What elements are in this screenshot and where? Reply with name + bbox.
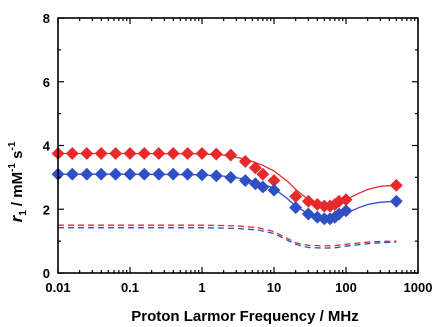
data-point xyxy=(238,154,252,168)
plot-layer xyxy=(51,146,403,249)
x-tick-label: 10 xyxy=(267,280,281,295)
data-point xyxy=(224,170,238,184)
data-point xyxy=(166,167,180,181)
y-axis-title: r1 / mM-1 s-1 xyxy=(7,141,29,222)
x-tick-label: 0.01 xyxy=(45,280,70,295)
x-tick-label: 100 xyxy=(335,280,357,295)
data-point xyxy=(152,167,166,181)
y-axis-exp2: -1 xyxy=(7,141,18,150)
data-point xyxy=(256,180,270,194)
data-point xyxy=(137,146,151,161)
data-point xyxy=(123,167,137,181)
axes-layer: 0.01 0.1 1 10 100 1000 0 2 4 6 8 xyxy=(43,11,433,295)
data-point xyxy=(267,183,281,197)
data-point xyxy=(301,207,315,221)
data-point xyxy=(109,146,123,161)
data-point xyxy=(209,147,223,161)
y-axis-unit-mid: s xyxy=(9,150,26,163)
data-point xyxy=(94,146,108,161)
data-point xyxy=(209,169,223,183)
y-tick-label: 4 xyxy=(43,139,51,154)
y-tick-label: 8 xyxy=(43,11,50,26)
x-tick-label: 0.1 xyxy=(121,280,139,295)
y-axis-exp1: -1 xyxy=(7,163,18,172)
y-tick-label: 6 xyxy=(43,75,50,90)
data-point xyxy=(65,167,79,181)
data-point xyxy=(181,167,195,181)
x-axis-title: Proton Larmor Frequency / MHz xyxy=(131,308,359,325)
data-point xyxy=(389,194,403,208)
series-line-5 xyxy=(58,227,397,249)
data-point xyxy=(94,167,108,181)
plot-frame xyxy=(57,17,419,274)
data-point xyxy=(339,204,353,218)
data-point xyxy=(123,146,137,161)
x-tick-label: 1 xyxy=(198,280,205,295)
data-point xyxy=(80,146,94,161)
data-point xyxy=(238,174,252,188)
data-point xyxy=(248,161,262,175)
data-point xyxy=(109,167,123,181)
y-axis-symbol: r xyxy=(7,214,26,222)
data-point xyxy=(80,167,94,181)
data-point xyxy=(224,148,238,162)
data-point xyxy=(195,168,209,182)
data-point xyxy=(65,146,79,161)
data-point xyxy=(181,146,195,161)
data-point xyxy=(166,146,180,161)
data-point xyxy=(389,178,403,192)
x-tick-label: 1000 xyxy=(404,280,433,295)
y-tick-label: 2 xyxy=(43,202,50,217)
y-axis-subscript: 1 xyxy=(18,210,29,216)
y-tick-label: 0 xyxy=(43,266,50,281)
data-point xyxy=(289,201,303,215)
data-point xyxy=(152,146,166,161)
series-line-4 xyxy=(58,224,397,247)
y-axis-unit-prefix: / mM xyxy=(9,172,26,210)
data-point xyxy=(137,167,151,181)
data-point xyxy=(195,146,209,161)
